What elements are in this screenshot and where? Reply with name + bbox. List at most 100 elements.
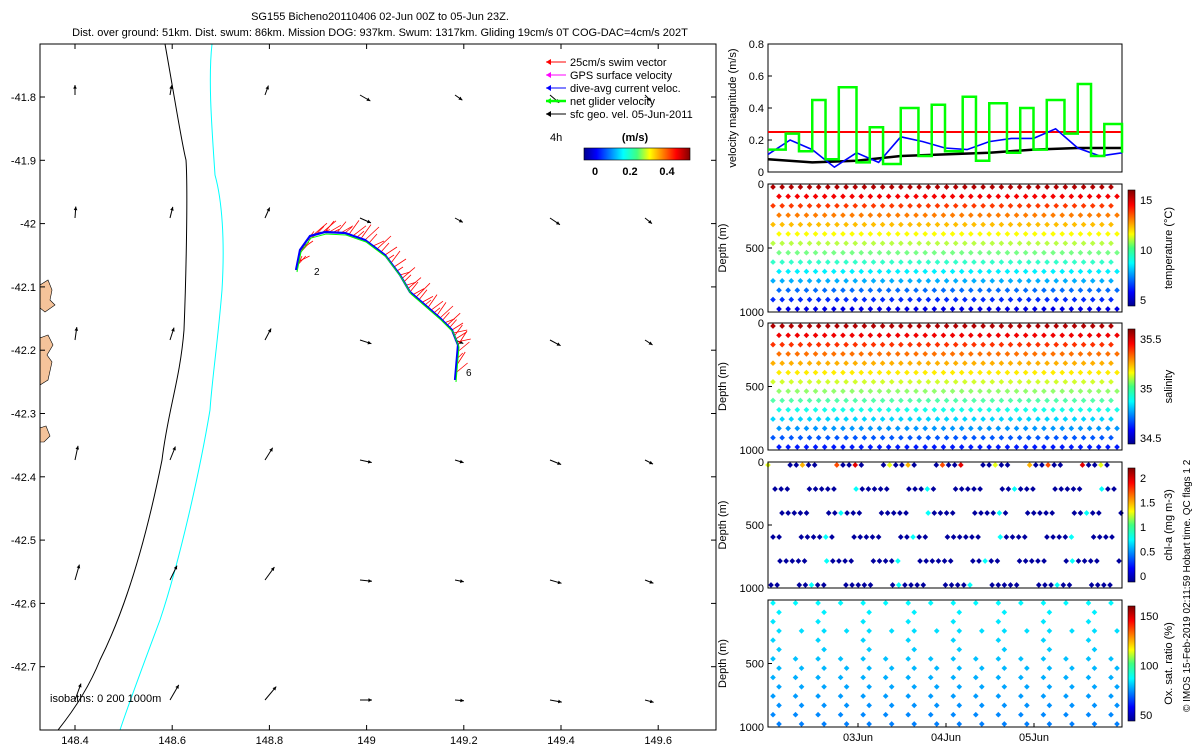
section-data-point [995, 444, 1002, 450]
section-data-point [998, 278, 1005, 284]
map-xtick-label: 149.6 [644, 735, 672, 747]
section-data-point [899, 462, 905, 468]
section-data-point [1086, 212, 1093, 218]
section-data-point [779, 434, 785, 441]
section-data-point [950, 534, 957, 540]
section-data-point [785, 510, 791, 516]
section-data-point [978, 721, 985, 727]
section-data-point [931, 306, 938, 312]
legend-label: dive-avg current veloc. [570, 83, 681, 95]
section-data-point [812, 332, 819, 339]
section-data-point [1080, 360, 1087, 367]
section-data-point [785, 425, 791, 432]
swim-vector [424, 299, 432, 306]
section-data-point [1059, 193, 1066, 200]
section-data-point [1105, 287, 1111, 294]
section-ylabel: Depth (m) [717, 224, 729, 273]
section-data-point [1107, 582, 1113, 588]
section-data-point [830, 287, 837, 294]
section-data-point [1095, 249, 1102, 256]
swim-vector [412, 288, 425, 295]
section-data-point [821, 388, 828, 394]
section-data-point [940, 332, 947, 339]
section-data-point [1053, 184, 1060, 190]
section-data-point [849, 582, 855, 588]
swim-vector [401, 267, 416, 279]
section-data-point [1017, 486, 1024, 492]
section-data-point [922, 287, 928, 294]
section-data-point [1095, 287, 1102, 294]
section-data-point [972, 674, 979, 681]
section-data-point [867, 212, 874, 218]
section-data-point [933, 702, 940, 709]
section-data-point [925, 379, 932, 385]
section-data-point [913, 444, 919, 450]
section-data-point [1003, 534, 1010, 540]
section-data-point [977, 306, 983, 312]
geo-arrow-head [368, 579, 372, 583]
section-data-point [1077, 287, 1084, 294]
section-data-point [949, 425, 956, 432]
section-data-point [885, 332, 892, 339]
section-data-point [824, 323, 831, 329]
section-data-point [934, 397, 941, 404]
section-data-point [1077, 268, 1084, 275]
section-data-point [1004, 444, 1011, 450]
section-data-point [861, 582, 868, 588]
section-data-point [980, 434, 986, 441]
swim-vector [344, 226, 353, 234]
section-data-point [858, 193, 865, 200]
section-data-point [995, 231, 1002, 237]
legend-arrowhead [546, 85, 551, 91]
section-data-point [834, 240, 840, 247]
section-data-point [931, 332, 938, 339]
section-data-point [776, 231, 782, 237]
section-data-point [1053, 296, 1060, 303]
swim-vector [454, 324, 463, 337]
section-data-point [860, 711, 866, 718]
section-data-point [834, 397, 840, 404]
section-data-point [1007, 278, 1014, 284]
section-data-point [1063, 656, 1069, 662]
section-data-point [971, 434, 977, 441]
section-data-point [794, 231, 801, 237]
section-data-point [1054, 582, 1061, 588]
section-data-point [834, 184, 840, 190]
section-data-point [776, 193, 782, 200]
section-data-point [1079, 462, 1086, 468]
section-data-point [927, 693, 934, 699]
section-data-point [962, 379, 968, 385]
imos-credit: © IMOS 15-Feb-2019 02:11:59 Hobart time.… [1182, 459, 1193, 712]
section-data-point [998, 416, 1005, 422]
section-data-point [888, 323, 895, 329]
section-data-point [952, 184, 959, 190]
section-data-point [1031, 388, 1038, 394]
section-data-point [812, 369, 819, 376]
section-data-point [842, 558, 848, 564]
section-data-point [869, 534, 876, 540]
section-data-point [815, 600, 821, 606]
section-data-point [875, 534, 882, 540]
section-data-point [858, 287, 865, 294]
section-data-point [1040, 656, 1047, 662]
section-data-point [914, 582, 920, 588]
section-data-point [1031, 444, 1038, 450]
section-data-point [1077, 510, 1084, 516]
swim-vector [427, 294, 438, 308]
section-data-point [1025, 379, 1032, 385]
section-data-point [943, 510, 950, 516]
section-data-point [776, 646, 782, 653]
section-data-point [986, 212, 992, 218]
section-data-point [812, 486, 819, 492]
section-data-point [1095, 369, 1102, 376]
section-data-point [1099, 184, 1105, 190]
section-data-point [840, 193, 846, 200]
section-data-point [904, 332, 910, 339]
section-data-point [821, 231, 828, 237]
section-data-point [1053, 341, 1060, 348]
section-data-point [876, 231, 883, 237]
section-data-point [916, 341, 922, 348]
section-data-point [925, 510, 931, 516]
section-data-point [1035, 397, 1041, 404]
section-data-point [898, 379, 904, 385]
